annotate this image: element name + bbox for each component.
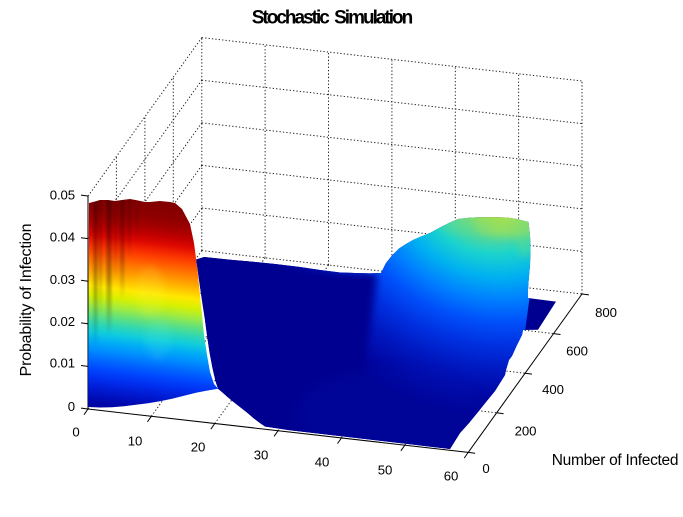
- svg-text:800: 800: [595, 305, 617, 320]
- svg-text:20: 20: [191, 440, 205, 455]
- svg-text:200: 200: [515, 424, 537, 439]
- svg-text:600: 600: [566, 344, 588, 359]
- svg-text:0.01: 0.01: [50, 356, 75, 371]
- svg-text:0.02: 0.02: [50, 314, 75, 329]
- svg-text:0.05: 0.05: [50, 188, 75, 203]
- svg-text:400: 400: [542, 382, 564, 397]
- svg-text:0: 0: [68, 399, 75, 414]
- svg-text:0.03: 0.03: [50, 272, 75, 287]
- svg-text:Probability of Infection: Probability of Infection: [18, 224, 35, 377]
- svg-text:Number of Infected: Number of Infected: [552, 452, 678, 469]
- svg-text:60: 60: [444, 469, 458, 484]
- svg-text:0: 0: [72, 425, 79, 440]
- svg-text:50: 50: [378, 463, 392, 478]
- svg-text:40: 40: [315, 455, 329, 470]
- svg-text:0.04: 0.04: [50, 230, 75, 245]
- svg-text:0: 0: [482, 461, 489, 476]
- svg-text:Stochastic Simulation: Stochastic Simulation: [252, 8, 413, 29]
- svg-text:30: 30: [254, 448, 268, 463]
- svg-text:10: 10: [128, 434, 142, 449]
